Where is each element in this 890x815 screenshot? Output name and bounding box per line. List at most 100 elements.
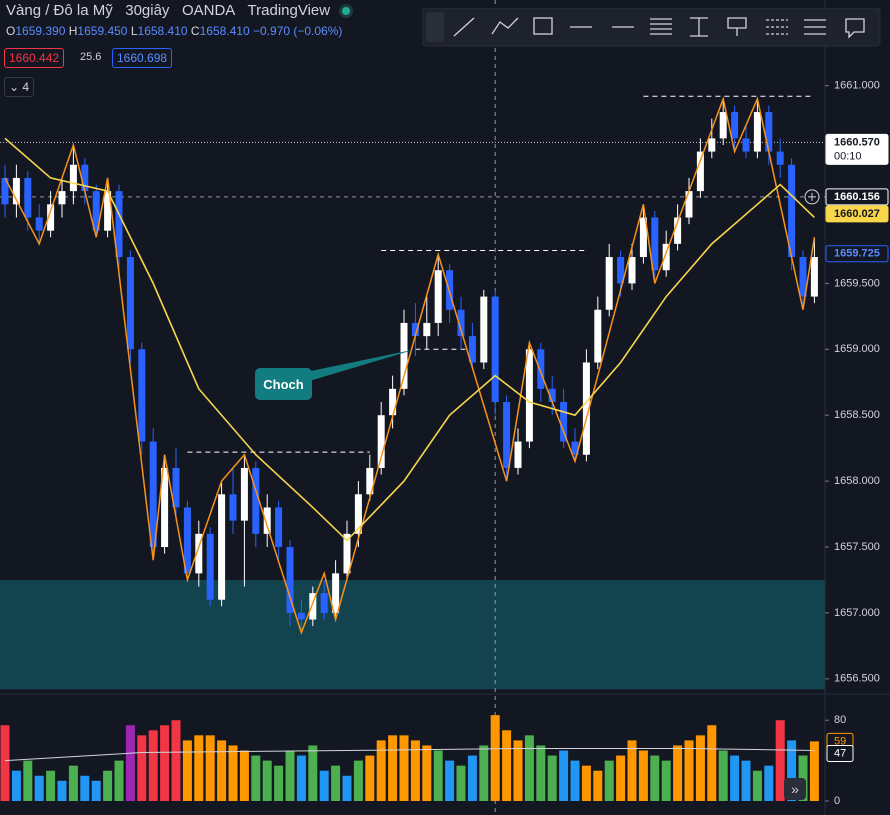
volume-bar: [456, 765, 466, 801]
volume-bar: [787, 740, 797, 801]
candle-body: [708, 138, 716, 152]
volume-bar: [707, 725, 717, 801]
volume-bar: [205, 735, 215, 801]
price-label-box: [825, 133, 889, 165]
volume-bar: [684, 740, 694, 801]
volume-bar: [502, 730, 512, 801]
volume-bar: [661, 760, 671, 801]
symbol-line: Vàng / Đô la Mỹ 30giây OANDA TradingView: [6, 2, 351, 19]
candle-body: [332, 573, 340, 613]
scroll-button[interactable]: »: [784, 778, 806, 800]
change: −0.970 (−0.06%): [253, 24, 343, 38]
volume-label: 47: [834, 747, 846, 759]
volume-bar: [638, 750, 648, 801]
candle-body: [366, 467, 374, 495]
candle-body: [183, 507, 191, 574]
note-tool[interactable]: [727, 17, 747, 36]
interval[interactable]: 30giây: [125, 2, 170, 19]
volume-bar: [547, 755, 557, 801]
candle-body: [628, 257, 636, 284]
candle-body: [400, 322, 408, 389]
volume-bar: [650, 755, 660, 801]
candle-body: [571, 441, 579, 455]
moving-average: [4, 137, 815, 542]
volume-bar: [353, 760, 363, 801]
candle-body: [685, 191, 693, 218]
candle-body: [297, 612, 305, 620]
candle-body: [58, 191, 66, 205]
indicator-toggle[interactable]: ⌄ 4: [4, 77, 35, 97]
volume-bar: [46, 770, 56, 801]
volume-bar: [581, 765, 591, 801]
rect-tool[interactable]: [533, 17, 553, 35]
volume-label-box: [826, 745, 854, 763]
candle-body: [138, 349, 146, 442]
volume-bar: [125, 725, 135, 801]
volume-bar: [23, 760, 33, 801]
volume-bar: [422, 745, 432, 801]
list-tool[interactable]: [804, 19, 826, 35]
candle-body: [149, 441, 157, 548]
candle-body: [69, 164, 77, 192]
comment-tool[interactable]: [845, 18, 865, 39]
volume-bar: [296, 755, 306, 801]
levels-tool[interactable]: [766, 19, 788, 35]
volume-bar: [285, 750, 295, 801]
volume-bar: [103, 770, 113, 801]
volume-bar: [752, 770, 762, 801]
candle-body: [309, 593, 317, 620]
candle-body: [753, 112, 761, 152]
candle-body: [286, 547, 294, 613]
bid-box[interactable]: 1660.442: [4, 48, 65, 68]
candle-body: [47, 204, 55, 231]
y-tick-label: 1661.000: [834, 80, 880, 92]
volume-bar: [376, 740, 386, 801]
volume-bar: [673, 745, 683, 801]
candle-body: [457, 309, 465, 337]
c-value: 1658.410: [199, 24, 250, 38]
candle-body: [1, 177, 9, 205]
indicator-count: 4: [22, 80, 30, 94]
candle-body: [172, 467, 180, 508]
candle-body: [229, 494, 237, 521]
measure-tool[interactable]: [690, 17, 708, 37]
ask-box[interactable]: 1660.698: [112, 48, 173, 68]
y-tick-label: 1659.500: [834, 277, 880, 289]
candle-body: [731, 112, 739, 139]
candle-body: [252, 467, 260, 534]
drag-handle[interactable]: [426, 12, 444, 42]
candle-body: [776, 151, 784, 165]
symbol[interactable]: Vàng / Đô la Mỹ: [6, 2, 113, 19]
candle-body: [605, 257, 613, 310]
y-tick-label: 1657.000: [834, 607, 880, 619]
candle-body: [389, 388, 397, 416]
price-label: 1660.156: [834, 191, 880, 203]
volume-bar: [57, 780, 67, 801]
candle-body: [719, 112, 727, 139]
volume-bar: [445, 760, 455, 801]
candle-body: [525, 349, 533, 442]
volume-ma: [4, 747, 815, 762]
volume-bar: [91, 780, 101, 801]
annotation-label[interactable]: Choch: [255, 368, 312, 400]
volume-bar: [251, 755, 261, 801]
y-tick-label: 1656.500: [834, 673, 880, 685]
candle-body: [594, 309, 602, 363]
trend-line-tool[interactable]: [453, 17, 475, 37]
demand-zone: [0, 579, 825, 690]
candle-body: [126, 257, 134, 350]
candle-body: [240, 467, 248, 521]
candle-body: [674, 217, 682, 244]
candle-body: [354, 494, 362, 534]
zigzag-line: [4, 96, 816, 635]
h-value: 1659.450: [77, 24, 128, 38]
y-tick-label: 1659.000: [834, 343, 880, 355]
fib-tool[interactable]: [650, 18, 672, 35]
volume-bar: [604, 760, 614, 801]
path-tool[interactable]: [491, 17, 519, 35]
l-label: L: [130, 24, 138, 38]
volume-bar: [342, 775, 352, 801]
volume-bar: [467, 755, 477, 801]
volume-bar: [695, 735, 705, 801]
